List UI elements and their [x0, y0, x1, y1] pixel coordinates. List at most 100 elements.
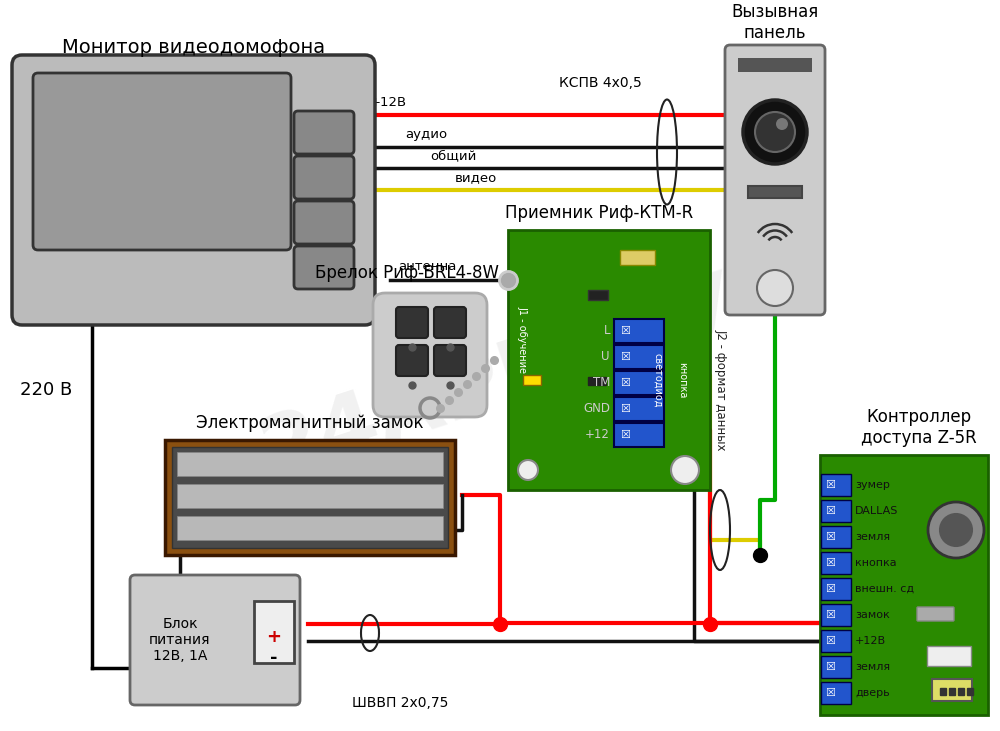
FancyBboxPatch shape [725, 45, 825, 315]
Text: ☒: ☒ [825, 584, 835, 594]
FancyBboxPatch shape [172, 447, 448, 548]
FancyBboxPatch shape [396, 345, 428, 376]
Text: ☒: ☒ [825, 610, 835, 620]
FancyBboxPatch shape [614, 423, 664, 447]
FancyBboxPatch shape [588, 290, 608, 300]
FancyBboxPatch shape [614, 345, 664, 369]
FancyBboxPatch shape [508, 230, 710, 490]
FancyBboxPatch shape [434, 345, 466, 376]
Circle shape [776, 118, 788, 130]
FancyBboxPatch shape [177, 516, 443, 540]
Text: J1 - обучение: J1 - обучение [517, 306, 527, 374]
FancyBboxPatch shape [917, 607, 954, 621]
Text: Контроллер
доступа Z-5R: Контроллер доступа Z-5R [861, 408, 977, 447]
Circle shape [755, 112, 795, 152]
FancyBboxPatch shape [294, 246, 354, 289]
FancyBboxPatch shape [614, 371, 664, 395]
FancyBboxPatch shape [932, 679, 972, 701]
Text: земля: земля [855, 532, 890, 542]
FancyBboxPatch shape [177, 484, 443, 508]
Text: антенна: антенна [398, 260, 456, 273]
Circle shape [928, 502, 984, 558]
FancyBboxPatch shape [821, 656, 851, 678]
Text: Электромагнитный замок: Электромагнитный замок [196, 414, 424, 432]
Text: ☒: ☒ [825, 506, 835, 516]
FancyBboxPatch shape [967, 688, 973, 695]
FancyBboxPatch shape [373, 293, 487, 417]
Text: ☒: ☒ [620, 378, 630, 388]
Text: ☒: ☒ [825, 480, 835, 490]
Circle shape [940, 514, 972, 546]
FancyBboxPatch shape [949, 688, 955, 695]
FancyBboxPatch shape [738, 58, 812, 72]
FancyBboxPatch shape [523, 375, 541, 385]
Text: замок: замок [855, 610, 890, 620]
FancyBboxPatch shape [12, 55, 375, 325]
FancyBboxPatch shape [165, 440, 455, 555]
Text: ☒: ☒ [825, 662, 835, 672]
FancyBboxPatch shape [821, 604, 851, 626]
Text: ☒: ☒ [825, 636, 835, 646]
Text: TM: TM [593, 376, 610, 390]
Text: +12В: +12В [370, 96, 407, 109]
FancyBboxPatch shape [821, 500, 851, 522]
FancyBboxPatch shape [927, 646, 971, 666]
Text: Монитор видеодомофона: Монитор видеодомофона [62, 38, 325, 57]
Text: ☒: ☒ [620, 430, 630, 440]
FancyBboxPatch shape [821, 526, 851, 548]
FancyBboxPatch shape [821, 552, 851, 574]
FancyBboxPatch shape [614, 319, 664, 343]
FancyBboxPatch shape [821, 682, 851, 704]
Text: видео: видео [455, 171, 497, 184]
FancyBboxPatch shape [820, 455, 988, 715]
Text: J2 - формат данных: J2 - формат данных [715, 329, 728, 451]
FancyBboxPatch shape [614, 397, 664, 421]
Text: U: U [602, 350, 610, 363]
Text: внешн. сд: внешн. сд [855, 584, 914, 594]
Circle shape [743, 100, 807, 164]
Text: DALLAS: DALLAS [855, 506, 898, 516]
FancyBboxPatch shape [130, 575, 300, 705]
FancyBboxPatch shape [588, 377, 606, 385]
FancyBboxPatch shape [294, 111, 354, 154]
FancyBboxPatch shape [821, 578, 851, 600]
Text: ☒: ☒ [825, 558, 835, 568]
Circle shape [671, 456, 699, 484]
Text: 220 В: 220 В [20, 381, 72, 399]
FancyBboxPatch shape [177, 452, 443, 476]
FancyBboxPatch shape [821, 474, 851, 496]
FancyBboxPatch shape [294, 156, 354, 199]
Text: ШВВП 2х0,75: ШВВП 2х0,75 [352, 696, 448, 710]
Text: земля: земля [855, 662, 890, 672]
FancyBboxPatch shape [294, 201, 354, 244]
FancyBboxPatch shape [940, 688, 946, 695]
Text: 24АРМ.РУ: 24АРМ.РУ [251, 264, 749, 496]
FancyBboxPatch shape [254, 601, 294, 663]
Text: Брелок Риф-BRL4-8W: Брелок Риф-BRL4-8W [315, 264, 499, 282]
Text: L: L [604, 325, 610, 338]
Text: кнопка: кнопка [677, 362, 687, 398]
FancyBboxPatch shape [821, 630, 851, 652]
Text: ☒: ☒ [825, 688, 835, 698]
FancyBboxPatch shape [33, 73, 291, 250]
FancyBboxPatch shape [958, 688, 964, 695]
Text: общий: общий [430, 149, 476, 162]
Text: -: - [270, 649, 278, 667]
Text: КСПВ 4х0,5: КСПВ 4х0,5 [559, 76, 641, 90]
Circle shape [757, 270, 793, 306]
FancyBboxPatch shape [434, 307, 466, 338]
Text: Приемник Риф-КТМ-R: Приемник Риф-КТМ-R [505, 204, 693, 222]
Text: GND: GND [583, 403, 610, 415]
FancyBboxPatch shape [396, 307, 428, 338]
Text: +12: +12 [585, 428, 610, 442]
Text: ☒: ☒ [620, 326, 630, 336]
Circle shape [518, 460, 538, 480]
Text: зумер: зумер [855, 480, 890, 490]
Text: кнопка: кнопка [855, 558, 897, 568]
Text: Блок
питания
12В, 1А: Блок питания 12В, 1А [149, 617, 211, 663]
Text: аудио: аудио [405, 128, 447, 141]
Text: +12В: +12В [855, 636, 886, 646]
Text: ☒: ☒ [620, 352, 630, 362]
Text: Вызывная
панель: Вызывная панель [731, 3, 819, 42]
Text: ☒: ☒ [825, 532, 835, 542]
